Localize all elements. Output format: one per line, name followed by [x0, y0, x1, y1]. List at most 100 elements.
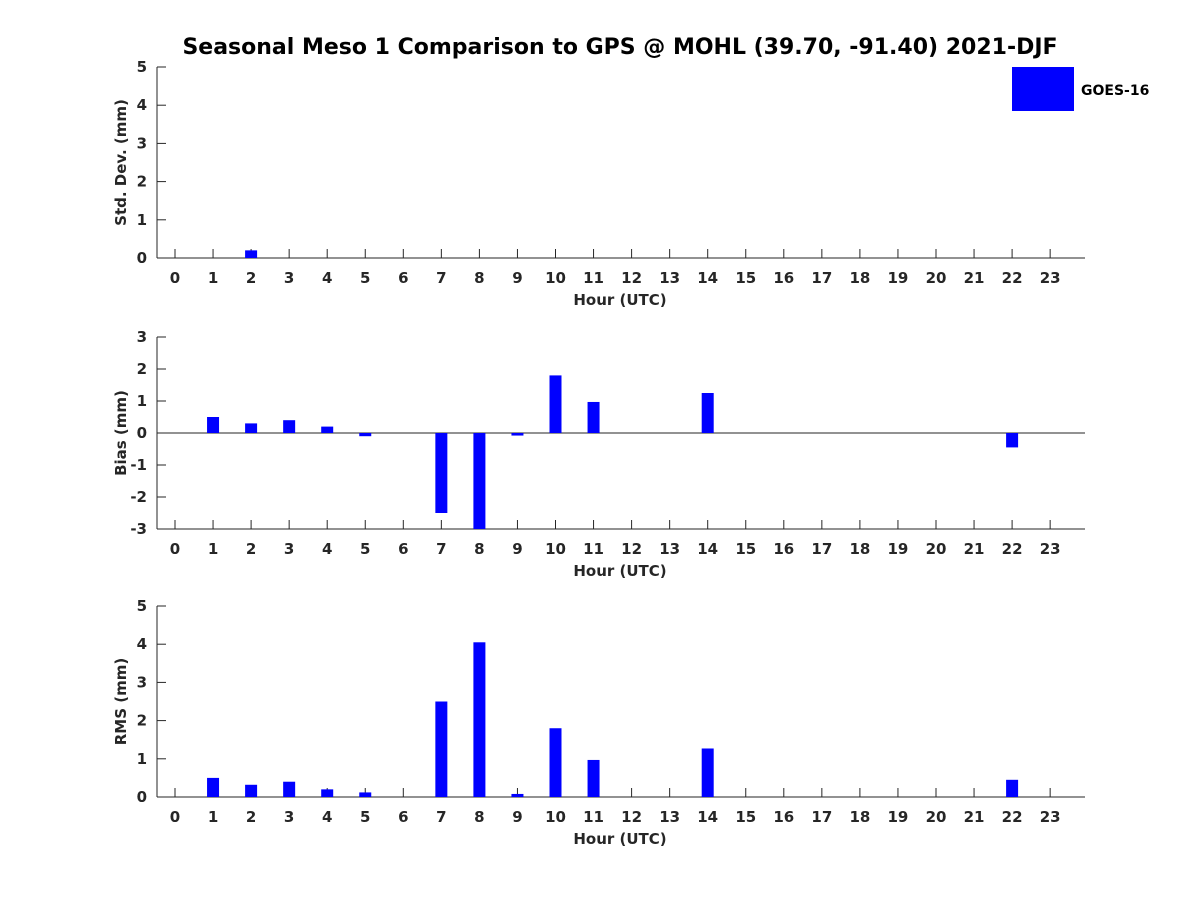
x-tick-label: 22 [1002, 269, 1023, 287]
bar-hour-22 [1006, 433, 1019, 448]
x-tick-label: 19 [888, 269, 909, 287]
x-tick-label: 17 [811, 808, 832, 826]
x-tick-label: 3 [284, 540, 294, 558]
x-tick-label: 2 [246, 540, 256, 558]
x-tick-label: 17 [811, 540, 832, 558]
y-tick-label: 1 [137, 750, 147, 768]
x-tick-label: 14 [697, 269, 718, 287]
bar-hour-2 [245, 423, 258, 433]
x-tick-label: 10 [545, 808, 566, 826]
x-axis-label: Hour (UTC) [573, 830, 666, 848]
bar-hour-4 [321, 426, 334, 433]
x-tick-label: 11 [583, 269, 604, 287]
bar-hour-5 [359, 433, 372, 437]
bar-hour-1 [207, 777, 220, 797]
bar-hour-9 [511, 433, 524, 436]
x-tick-label: 20 [926, 808, 947, 826]
bar-hour-7 [435, 701, 448, 797]
x-tick-label: 9 [512, 540, 522, 558]
y-tick-label: 1 [137, 392, 147, 410]
x-tick-label: 13 [659, 269, 680, 287]
x-tick-label: 3 [284, 269, 294, 287]
y-tick-label: -1 [130, 456, 147, 474]
x-tick-label: 12 [621, 269, 642, 287]
x-tick-label: 23 [1040, 808, 1061, 826]
bar-hour-9 [511, 793, 524, 797]
bar-hour-3 [283, 781, 296, 797]
y-tick-label: -2 [130, 488, 147, 506]
x-tick-label: 1 [208, 808, 218, 826]
x-tick-label: 0 [170, 269, 180, 287]
x-tick-label: 13 [659, 540, 680, 558]
x-tick-label: 7 [436, 540, 446, 558]
x-tick-label: 11 [583, 540, 604, 558]
x-tick-label: 21 [964, 269, 985, 287]
y-tick-label: 1 [137, 211, 147, 229]
chart-title: Seasonal Meso 1 Comparison to GPS @ MOHL… [182, 35, 1057, 60]
bar-hour-11 [587, 759, 600, 797]
x-axis-label: Hour (UTC) [573, 291, 666, 309]
bar-hour-10 [549, 728, 562, 797]
x-tick-label: 8 [474, 269, 484, 287]
y-tick-label: 3 [137, 673, 147, 691]
x-tick-label: 4 [322, 808, 332, 826]
x-tick-label: 23 [1040, 269, 1061, 287]
x-tick-label: 9 [512, 269, 522, 287]
x-tick-label: 1 [208, 269, 218, 287]
x-tick-label: 1 [208, 540, 218, 558]
y-tick-label: 5 [137, 597, 147, 615]
x-tick-label: 10 [545, 269, 566, 287]
bar-hour-10 [549, 375, 562, 433]
bar-hour-7 [435, 433, 448, 513]
x-tick-label: 8 [474, 808, 484, 826]
x-tick-label: 14 [697, 540, 718, 558]
x-tick-label: 13 [659, 808, 680, 826]
x-tick-label: 5 [360, 269, 370, 287]
y-tick-label: 3 [137, 328, 147, 346]
bar-hour-2 [245, 784, 258, 797]
x-tick-label: 18 [849, 269, 870, 287]
y-tick-label: 2 [137, 712, 147, 730]
legend: GOES-16 [1012, 67, 1149, 111]
x-tick-label: 2 [246, 808, 256, 826]
y-tick-label: 0 [137, 249, 147, 267]
x-tick-label: 18 [849, 540, 870, 558]
x-tick-label: 4 [322, 540, 332, 558]
x-tick-label: 11 [583, 808, 604, 826]
x-tick-label: 22 [1002, 808, 1023, 826]
x-tick-label: 10 [545, 540, 566, 558]
y-tick-label: 5 [137, 58, 147, 76]
x-tick-label: 4 [322, 269, 332, 287]
x-tick-label: 14 [697, 808, 718, 826]
y-tick-label: 4 [137, 635, 147, 653]
y-axis-label: Std. Dev. (mm) [112, 99, 130, 226]
x-axis-label: Hour (UTC) [573, 562, 666, 580]
bar-hour-8 [473, 433, 486, 529]
y-tick-label: 4 [137, 96, 147, 114]
x-tick-label: 6 [398, 269, 408, 287]
legend-swatch [1012, 67, 1074, 111]
x-tick-label: 5 [360, 808, 370, 826]
x-tick-label: 5 [360, 540, 370, 558]
y-tick-label: 3 [137, 134, 147, 152]
x-tick-label: 16 [773, 540, 794, 558]
x-tick-label: 20 [926, 540, 947, 558]
x-tick-label: 12 [621, 808, 642, 826]
x-tick-label: 3 [284, 808, 294, 826]
x-tick-label: 17 [811, 269, 832, 287]
bar-hour-14 [701, 748, 714, 797]
x-tick-label: 2 [246, 269, 256, 287]
x-tick-label: 6 [398, 540, 408, 558]
x-tick-label: 16 [773, 269, 794, 287]
y-tick-label: 2 [137, 360, 147, 378]
x-tick-label: 15 [735, 269, 756, 287]
x-tick-label: 12 [621, 540, 642, 558]
y-axis-label: RMS (mm) [112, 658, 130, 745]
x-tick-label: 15 [735, 540, 756, 558]
bar-hour-1 [207, 417, 220, 433]
x-tick-label: 23 [1040, 540, 1061, 558]
x-tick-label: 6 [398, 808, 408, 826]
